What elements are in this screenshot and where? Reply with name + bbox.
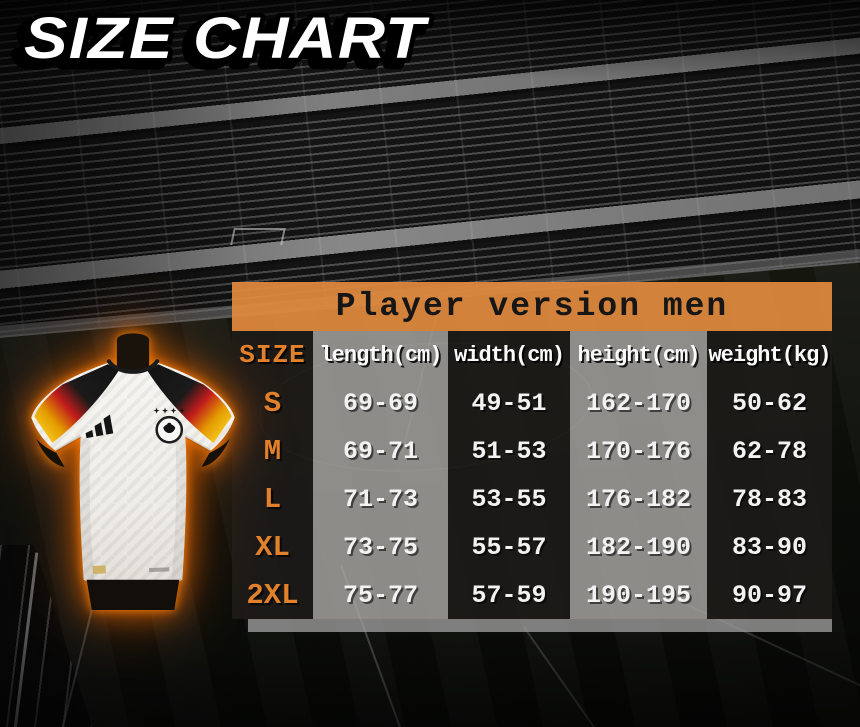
- jersey-side-shadow-right: [171, 436, 187, 582]
- eagle-crest: [155, 415, 184, 444]
- sleeve-hem-left: [54, 434, 82, 453]
- sleeve-hem-right: [184, 434, 212, 453]
- table-bottom-strip: [248, 619, 832, 632]
- cell-s-length: 69-69: [313, 379, 448, 427]
- cell-s-weight: 50-62: [707, 379, 832, 427]
- mannequin-base: [86, 579, 180, 610]
- cell-m-weight: 62-78: [707, 427, 832, 475]
- title-shadow-text: SIZE CHART: [16, 12, 422, 77]
- hem-print-mark: [149, 567, 170, 573]
- mannequin-neck: [116, 333, 150, 373]
- size-label-2xl: 2XL: [232, 571, 313, 619]
- cell-l-length: 71-73: [313, 475, 448, 523]
- cell-2xl-width: 57-59: [448, 571, 570, 619]
- size-label-s: S: [232, 379, 313, 427]
- cell-l-height: 176-182: [570, 475, 707, 523]
- germany-jersey-graphic: [31, 333, 235, 610]
- cell-xl-weight: 83-90: [707, 523, 832, 571]
- jersey-collar: [106, 359, 160, 374]
- column-header-size: SIZE: [232, 331, 313, 379]
- adidas-logo: [85, 414, 114, 439]
- size-label-l: L: [232, 475, 313, 523]
- cell-xl-width: 55-57: [448, 523, 570, 571]
- mannequin-arm-left: [36, 438, 65, 468]
- cell-s-height: 162-170: [570, 379, 707, 427]
- cell-2xl-height: 190-195: [570, 571, 707, 619]
- cell-m-width: 51-53: [448, 427, 570, 475]
- jersey-tonal-pattern: [31, 362, 235, 586]
- page-title: SIZE CHART SIZE CHART: [11, 2, 434, 81]
- cell-s-width: 49-51: [448, 379, 570, 427]
- cell-xl-length: 73-75: [313, 523, 448, 571]
- cell-m-height: 170-176: [570, 427, 707, 475]
- cell-l-weight: 78-83: [707, 475, 832, 523]
- size-chart-table: Player version men SIZE length(cm) width…: [232, 282, 832, 619]
- mannequin-arm-right: [201, 438, 230, 468]
- cell-2xl-length: 75-77: [313, 571, 448, 619]
- size-label-m: M: [232, 427, 313, 475]
- column-header-length: length(cm): [313, 331, 448, 379]
- column-header-width: width(cm): [448, 331, 570, 379]
- jersey-shoulder-stripe-left: [34, 364, 119, 443]
- jersey-product-image: [22, 320, 244, 612]
- cell-xl-height: 182-190: [570, 523, 707, 571]
- size-label-xl: XL: [232, 523, 313, 571]
- table-title: Player version men: [232, 282, 832, 331]
- cell-m-length: 69-71: [313, 427, 448, 475]
- cell-2xl-weight: 90-97: [707, 571, 832, 619]
- jersey-shoulder-stripe-right: [147, 364, 232, 443]
- cell-l-width: 53-55: [448, 475, 570, 523]
- champion-stars: [153, 407, 185, 414]
- column-header-height: height(cm): [570, 331, 707, 379]
- title-text: SIZE CHART: [24, 6, 430, 71]
- column-header-weight: weight(kg): [707, 331, 832, 379]
- hem-tag: [92, 565, 107, 575]
- jersey-side-shadow-left: [79, 436, 95, 582]
